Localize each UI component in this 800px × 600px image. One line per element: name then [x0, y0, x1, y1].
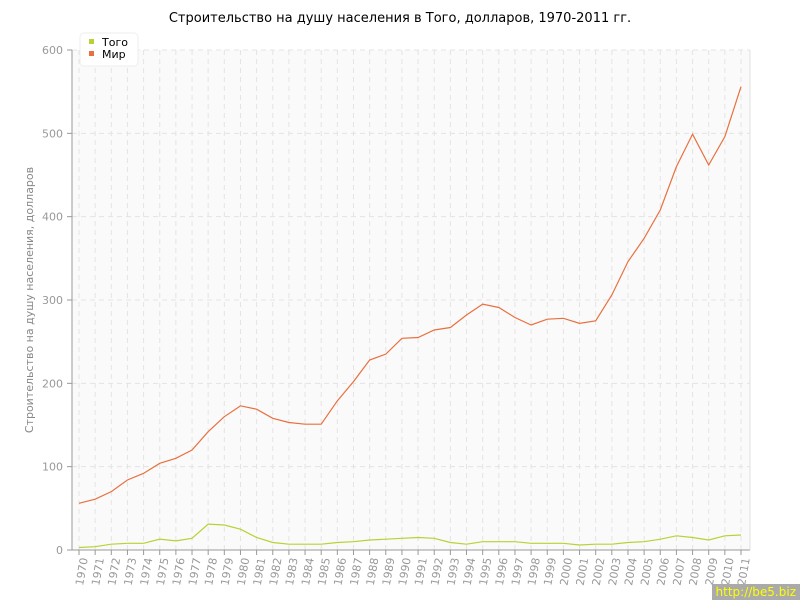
x-tick-label: 1997	[509, 557, 527, 587]
y-tick-label: 400	[42, 211, 63, 224]
x-tick-label: 1995	[477, 557, 495, 587]
series-line-world	[78, 86, 742, 504]
x-tick-label: 1975	[154, 557, 172, 587]
y-tick-label: 600	[42, 44, 63, 57]
x-tick-label: 1977	[186, 557, 204, 587]
x-tick-label: 2006	[654, 557, 672, 587]
y-tick-label: 300	[42, 294, 63, 307]
x-tick-label: 1986	[331, 557, 349, 587]
x-tick-label: 1990	[396, 557, 414, 587]
x-tick-label: 1996	[493, 557, 511, 587]
x-tick-label: 2007	[671, 557, 689, 587]
x-tick-label: 1984	[299, 557, 317, 587]
x-tick-label: 1982	[267, 557, 285, 587]
x-tick-label: 1994	[461, 557, 479, 587]
legend-label-togo: Того	[101, 36, 128, 49]
x-tick-label: 1985	[315, 557, 333, 587]
x-tick-label: 1973	[122, 557, 140, 587]
x-tick-label: 2002	[590, 557, 608, 587]
legend-swatch-world	[89, 51, 94, 56]
x-tick-label: 1981	[251, 557, 269, 587]
x-tick-label: 1970	[73, 557, 91, 587]
x-tick-label: 1971	[89, 557, 107, 587]
legend-label-world: Мир	[102, 48, 126, 61]
x-tick-label: 2011	[735, 557, 753, 587]
legend: Того Мир	[79, 32, 139, 67]
x-tick-label: 1978	[202, 557, 220, 587]
x-tick-label: 1999	[541, 557, 559, 587]
x-tick-label: 1974	[138, 557, 156, 587]
x-tick-label: 2000	[558, 557, 576, 587]
x-tick-label: 1976	[170, 557, 188, 587]
x-tick-label: 2003	[606, 557, 624, 587]
x-tick-label: 1983	[283, 557, 301, 587]
y-tick-label: 500	[42, 127, 63, 140]
chart-title: Строительство на душу населения в Того, …	[169, 11, 631, 26]
x-tick-label: 2009	[703, 557, 721, 587]
x-tick-label: 1991	[412, 557, 430, 587]
legend-swatch-togo	[89, 39, 94, 44]
series-line-togo	[78, 523, 742, 549]
x-tick-label: 1992	[428, 557, 446, 587]
x-tick-label: 1979	[218, 557, 236, 587]
x-tick-label: 1989	[380, 557, 398, 587]
y-tick-label: 200	[42, 377, 63, 390]
x-tick-label: 2001	[574, 557, 592, 587]
x-tick-label: 2004	[622, 557, 640, 587]
y-tick-label: 0	[56, 544, 63, 557]
x-tick-label: 1972	[105, 557, 123, 587]
x-tick-label: 2008	[687, 557, 705, 587]
x-tick-label: 1993	[445, 557, 463, 587]
watermark: http://be5.biz	[711, 584, 800, 600]
x-tick-label: 1987	[348, 557, 366, 587]
x-tick-label: 2005	[638, 557, 656, 587]
y-tick-label: 100	[42, 461, 63, 474]
x-tick-label: 1988	[364, 557, 382, 587]
y-axis-label: Строительство на душу населения, долларо…	[23, 167, 36, 433]
x-tick-label: 1998	[525, 557, 543, 587]
x-tick-label: 2010	[719, 557, 737, 587]
x-tick-label: 1980	[235, 557, 253, 587]
